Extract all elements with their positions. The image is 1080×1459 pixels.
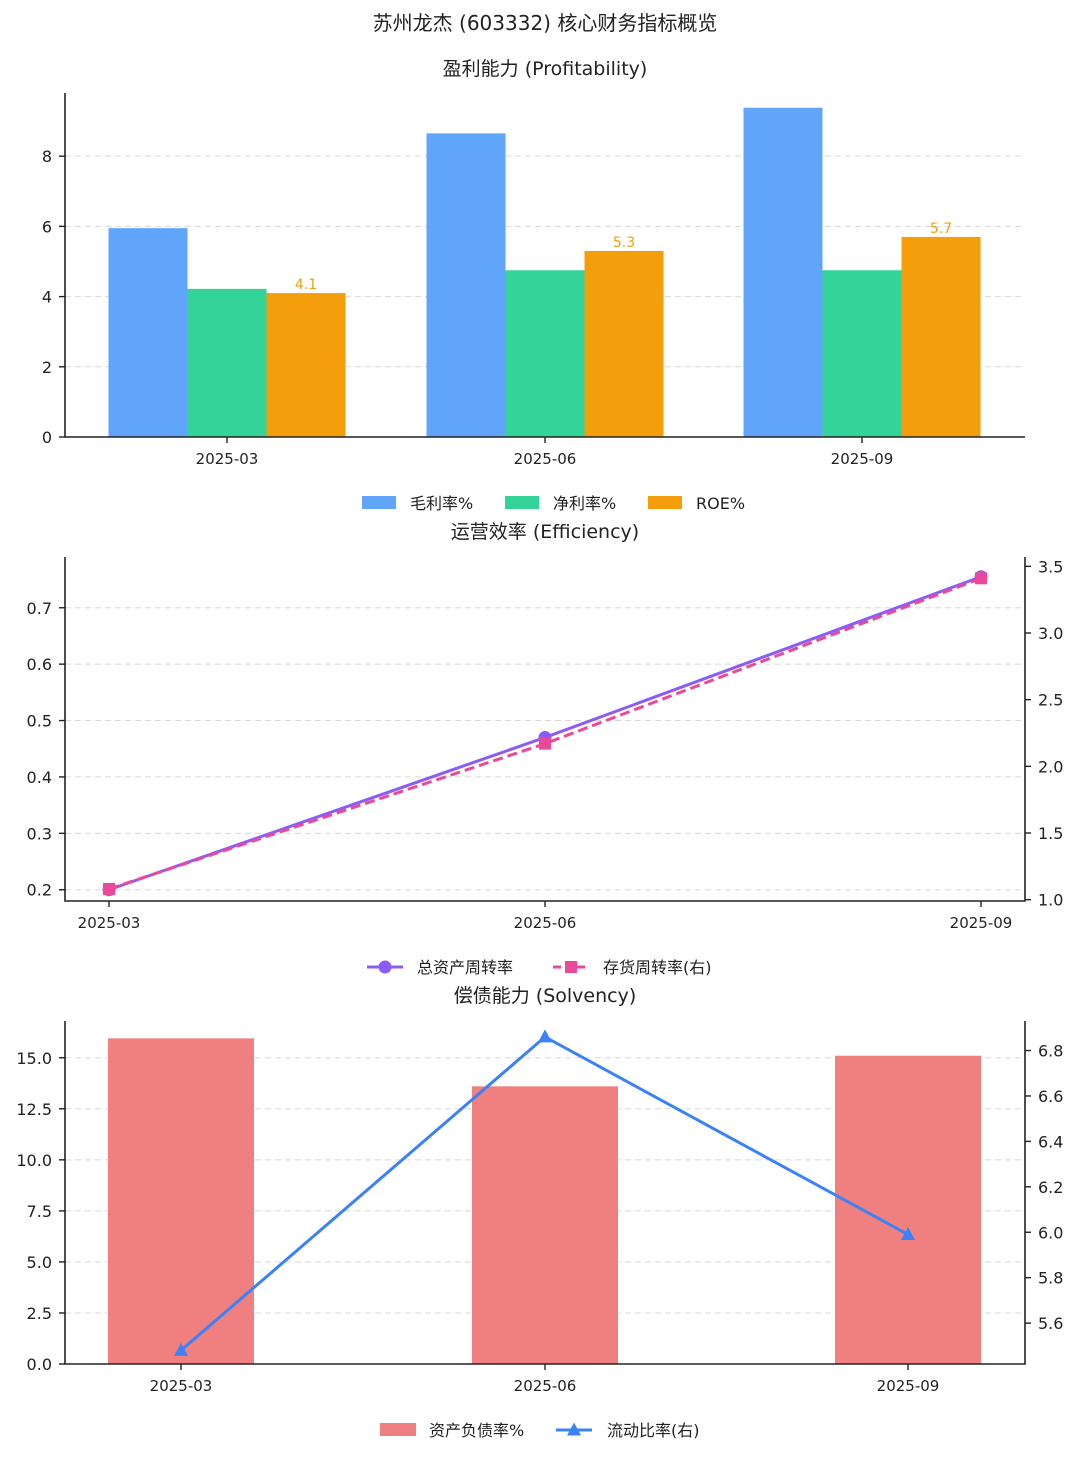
y-tick-label: 0: [42, 428, 52, 447]
y-right-tick-label: 6.2: [1038, 1178, 1063, 1197]
y-right-tick-label: 2.0: [1038, 757, 1063, 776]
data-label: 5.3: [613, 235, 635, 251]
solvency-panel: 偿债能力 (Solvency) 0.0 2.5 5.0 7.5 10.0 12.5 15.0…: [16, 985, 1063, 1440]
bar: [266, 293, 346, 437]
solvency-title: 偿债能力 (Solvency): [454, 985, 637, 1007]
bar: [108, 1038, 254, 1364]
y-tick-label: 0.0: [27, 1355, 52, 1374]
y-tick-label: 4: [42, 288, 52, 307]
legend-swatch: [380, 1423, 416, 1436]
bar: [835, 1055, 981, 1364]
y-tick-label: 12.5: [16, 1100, 52, 1119]
data-label: 4.1: [295, 277, 317, 293]
x-tick-label: 2025-06: [514, 914, 577, 932]
profitability-legend: 毛利率% 净利率% ROE%: [362, 494, 745, 513]
bar: [472, 1086, 618, 1364]
x-tick-label: 2025-06: [514, 450, 577, 468]
bar: [584, 250, 664, 437]
y-tick-label: 15.0: [16, 1049, 52, 1068]
y-right-tick-label: 2.5: [1038, 691, 1063, 710]
y-right-tick-label: 6.8: [1038, 1042, 1063, 1061]
x-tick-label: 2025-09: [877, 1377, 940, 1395]
efficiency-axes: [64, 557, 1026, 902]
y-tick-label: 0.6: [27, 655, 52, 674]
y-tick-label: 10.0: [16, 1151, 52, 1170]
profitability-title: 盈利能力 (Profitability): [443, 58, 648, 80]
x-tick-label: 2025-06: [514, 1377, 577, 1395]
y-right-tick-label: 3.0: [1038, 624, 1063, 643]
x-tick-label: 2025-09: [831, 450, 894, 468]
data-point: [174, 1342, 188, 1356]
legend-label: 毛利率%: [410, 494, 473, 513]
legend-marker: [565, 961, 577, 973]
y-tick-label: 7.5: [27, 1202, 52, 1221]
y-right-tick-label: 1.5: [1038, 824, 1063, 843]
x-tick-label: 2025-09: [950, 914, 1013, 932]
y-tick-label: 2.5: [27, 1304, 52, 1323]
legend-label: 流动比率(右): [607, 1421, 700, 1440]
bar: [822, 270, 902, 437]
efficiency-panel: 运营效率 (Efficiency) 0.2 0.3 0.4 0.5 0.6 0.7 1.0…: [27, 521, 1064, 977]
y-tick-label: 0.5: [27, 712, 52, 731]
data-point: [538, 1029, 552, 1043]
efficiency-title: 运营效率 (Efficiency): [451, 521, 639, 543]
y-tick-label: 0.4: [27, 768, 52, 787]
y-right-tick-label: 6.0: [1038, 1223, 1063, 1242]
legend-label: 净利率%: [553, 494, 616, 513]
y-right-tick-label: 5.8: [1038, 1269, 1063, 1288]
y-right-tick-label: 5.6: [1038, 1314, 1063, 1333]
profitability-axes: [64, 93, 1025, 438]
legend-label: 资产负债率%: [429, 1421, 524, 1440]
x-tick-label: 2025-03: [196, 450, 259, 468]
y-tick-label: 0.2: [27, 881, 52, 900]
solvency-axes: [64, 1021, 1026, 1365]
y-tick-label: 6: [42, 217, 52, 236]
y-tick-label: 0.7: [27, 599, 52, 618]
x-tick-label: 2025-03: [78, 914, 141, 932]
figure-title: 苏州龙杰 (603332) 核心财务指标概览: [373, 11, 718, 35]
y-tick-label: 5.0: [27, 1253, 52, 1272]
bar: [901, 236, 981, 437]
data-point: [975, 572, 987, 585]
data-point: [901, 1227, 915, 1241]
legend-label: ROE%: [696, 494, 745, 513]
y-tick-label: 8: [42, 147, 52, 166]
legend-swatch: [362, 496, 396, 509]
legend-label: 总资产周转率: [417, 958, 513, 977]
bar: [505, 270, 585, 437]
y-right-tick-label: 1.0: [1038, 891, 1063, 910]
y-right-tick-label: 6.4: [1038, 1132, 1063, 1151]
bar: [108, 228, 188, 437]
legend-marker: [378, 960, 392, 974]
y-right-tick-label: 6.6: [1038, 1087, 1063, 1106]
legend-label: 存货周转率(右): [603, 958, 712, 977]
data-label: 5.7: [930, 221, 952, 237]
efficiency-legend: 总资产周转率 存货周转率(右): [367, 958, 712, 977]
data-point: [103, 883, 115, 895]
bar: [426, 133, 506, 437]
profitability-panel: 盈利能力 (Profitability) 4.1 5.3 5.7 0 2 4 6 8 202…: [42, 58, 1025, 513]
bar: [187, 288, 267, 437]
x-tick-label: 2025-03: [150, 1377, 213, 1395]
data-point: [539, 737, 551, 750]
y-right-tick-label: 3.5: [1038, 557, 1063, 576]
legend-swatch: [648, 496, 682, 509]
y-tick-label: 2: [42, 358, 52, 377]
bar: [743, 107, 823, 437]
legend-marker: [567, 1422, 581, 1436]
legend-swatch: [505, 496, 539, 509]
solvency-legend: 资产负债率% 流动比率(右): [380, 1421, 700, 1440]
y-tick-label: 0.3: [27, 824, 52, 843]
